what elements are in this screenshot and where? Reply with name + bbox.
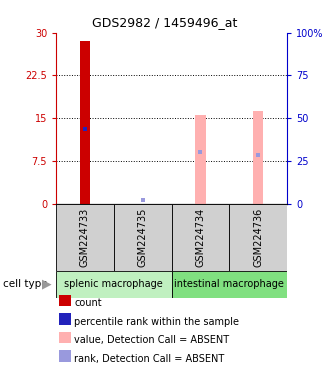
Text: percentile rank within the sample: percentile rank within the sample xyxy=(74,317,239,327)
Text: ▶: ▶ xyxy=(42,278,51,291)
Text: count: count xyxy=(74,298,102,308)
Bar xyxy=(56,204,114,271)
Bar xyxy=(253,111,263,204)
Text: intestinal macrophage: intestinal macrophage xyxy=(175,279,284,289)
Text: GSM224733: GSM224733 xyxy=(80,207,90,267)
Text: cell type: cell type xyxy=(3,279,48,289)
Text: rank, Detection Call = ABSENT: rank, Detection Call = ABSENT xyxy=(74,354,224,364)
Text: GDS2982 / 1459496_at: GDS2982 / 1459496_at xyxy=(92,16,238,29)
Bar xyxy=(80,41,90,204)
Bar xyxy=(195,115,206,204)
Text: splenic macrophage: splenic macrophage xyxy=(64,279,163,289)
Text: GSM224736: GSM224736 xyxy=(253,207,263,267)
Bar xyxy=(114,204,172,271)
Text: value, Detection Call = ABSENT: value, Detection Call = ABSENT xyxy=(74,335,229,345)
Bar xyxy=(172,204,229,271)
Bar xyxy=(229,204,287,271)
Text: GSM224735: GSM224735 xyxy=(138,207,148,267)
Bar xyxy=(172,271,287,298)
Bar xyxy=(56,271,172,298)
Text: GSM224734: GSM224734 xyxy=(195,207,206,267)
